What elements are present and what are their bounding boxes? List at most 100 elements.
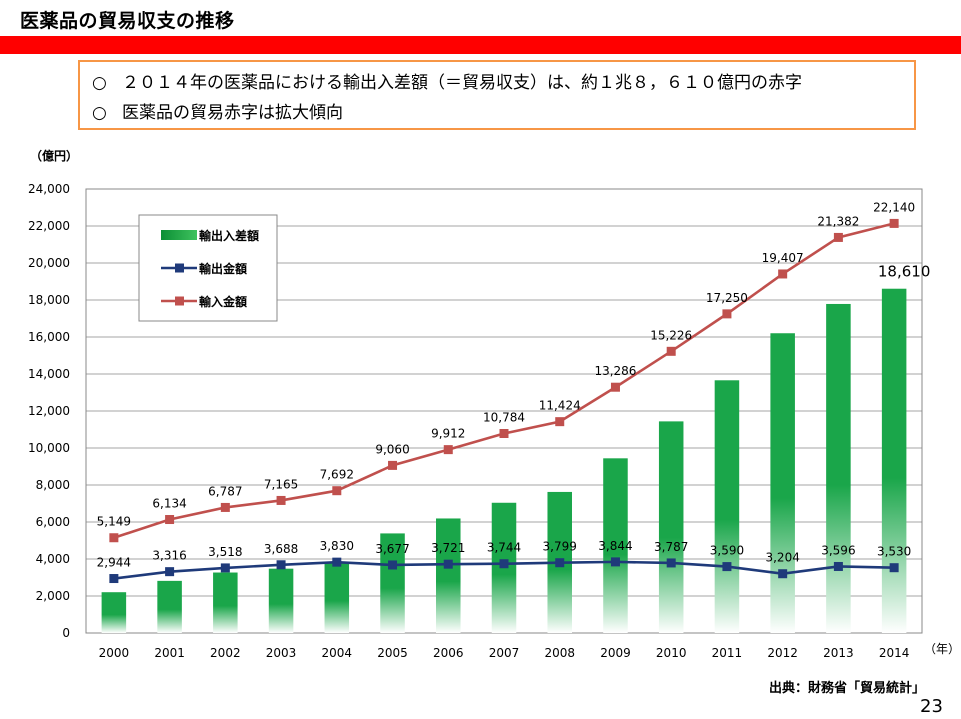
series-2-data-label: 19,407 [762,251,804,265]
x-tick-label: 2009 [600,646,631,660]
y-tick-label: 14,000 [28,367,70,381]
series-1-data-label: 3,677 [375,542,409,556]
x-unit-label: （年） [924,642,960,656]
y-tick-label: 4,000 [36,552,70,566]
circle-bullet-icon: ○ [92,73,107,93]
legend-export-marker [175,263,184,273]
series-2-marker [499,428,509,438]
series-2-data-label: 15,226 [650,328,692,342]
x-tick-label: 2011 [712,646,743,660]
series-2-data-label: 9,912 [431,427,465,441]
bar-data-label: 18,610 [878,263,931,281]
series-2-marker [555,417,565,427]
page-title: 医薬品の貿易収支の推移 [20,10,235,32]
series-1-data-label: 3,530 [877,545,911,559]
x-tick-label: 2008 [544,646,575,660]
series-1-marker [833,561,843,571]
summary-box: ○ ２０１４年の医薬品における輸出入差額（＝貿易収支）は、約１兆８，６１０億円の赤… [78,60,916,130]
series-2-data-label: 22,140 [873,200,915,214]
summary-line-1: ○ ２０１４年の医薬品における輸出入差額（＝貿易収支）は、約１兆８，６１０億円の赤… [92,68,802,93]
series-2-marker [220,502,230,512]
series-1-data-label: 3,518 [208,545,242,559]
series-1-data-label: 3,204 [765,551,799,565]
trade-balance-chart: 0 2,000 4,000 6,000 8,000 10,000 12,000 14,000 1… [28,148,960,660]
series-1-marker [499,559,509,569]
legend-import-marker [175,296,184,306]
series-1-data-label: 3,590 [710,544,744,558]
bar-2013 [826,303,851,633]
series-2-marker [443,445,453,455]
series-2-marker [109,533,119,543]
series-1-data-label: 3,316 [152,549,186,563]
legend-label-1: 輸出金額 [199,261,247,276]
circle-bullet-icon: ○ [92,103,107,123]
bar-2014 [881,288,907,633]
series-1-data-label: 3,844 [598,539,632,553]
series-2-marker [332,486,342,496]
legend-label-2: 輸入金額 [199,294,247,309]
series-2-data-label: 6,134 [152,497,186,511]
y-tick-label: 24,000 [28,182,70,196]
series-1-marker [722,562,732,572]
legend-label-0: 輸出入差額 [199,228,259,243]
series-1-marker [610,557,620,567]
series-1-marker [276,560,286,570]
series-1-data-label: 3,596 [821,543,855,557]
series-2-marker [165,515,175,525]
bar-2001 [157,580,182,633]
series-2-data-label: 7,165 [264,477,298,491]
summary-line-2: ○ 医薬品の貿易赤字は拡大傾向 [92,98,343,123]
bar-2006 [436,518,461,633]
bar-2003 [268,568,294,633]
x-tick-label: 2001 [154,646,185,660]
x-tick-label: 2002 [210,646,241,660]
series-2-marker [889,218,899,228]
x-tick-label: 2013 [823,646,854,660]
series-1-marker [109,574,119,584]
x-tick-label: 2014 [879,646,910,660]
series-1-data-label: 3,688 [264,542,298,556]
x-tick-label: 2006 [433,646,464,660]
series-1-marker [165,567,175,577]
series-2-data-label: 13,286 [594,364,636,378]
series-2-marker [610,382,620,392]
series-1-data-label: 3,787 [654,540,688,554]
series-1-marker [666,558,676,568]
bar-2002 [213,572,238,633]
page-number: 23 [920,696,943,717]
series-2-data-label: 10,784 [483,410,525,424]
bar-2004 [324,561,350,633]
series-1-marker [778,569,788,579]
bar-2010 [658,421,684,633]
series-1-data-label: 2,944 [97,556,131,570]
series-1-marker [220,563,230,573]
series-2-marker [666,346,676,356]
y-tick-label: 22,000 [28,219,70,233]
y-tick-label: 0 [62,626,70,640]
x-tick-label: 2007 [489,646,520,660]
series-2-data-label: 11,424 [539,399,581,413]
series-2-marker [778,269,788,279]
series-2-marker [833,232,843,242]
series-2-marker [722,309,732,319]
series-2-marker [388,460,398,470]
bar-2000 [101,592,127,633]
series-1-data-label: 3,799 [543,540,577,554]
summary-text-2: 医薬品の貿易赤字は拡大傾向 [122,103,343,123]
series-2-data-label: 6,787 [208,484,242,498]
series-1-data-label: 3,721 [431,541,465,555]
bar-2011 [714,380,740,633]
y-tick-label: 8,000 [36,478,70,492]
title-underline-bar [0,36,961,54]
x-tick-label: 2000 [99,646,130,660]
series-2-data-label: 17,250 [706,291,748,305]
series-1-data-label: 3,830 [320,539,354,553]
series-2-data-label: 5,149 [97,515,131,529]
y-unit-label: （億円） [30,148,78,163]
series-2-marker [276,495,286,505]
bar-2009 [603,458,628,633]
y-tick-label: 2,000 [36,589,70,603]
y-tick-label: 10,000 [28,441,70,455]
series-1-marker [443,559,453,569]
bar-2005 [380,533,405,633]
